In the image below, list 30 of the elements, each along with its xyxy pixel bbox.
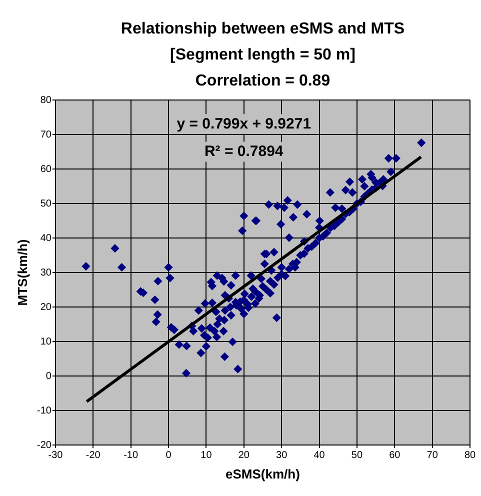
x-tick-label: -10 <box>124 450 138 461</box>
y-tick-label: 10 <box>40 336 52 348</box>
y-tick-label: 30 <box>40 267 52 278</box>
y-axis-title: MTS(km/h) <box>15 239 30 306</box>
chart-subtitle: [Segment length = 50 m] <box>170 46 356 64</box>
text: Correlation = 0.89 <box>195 72 330 90</box>
y-tick-label: 60 <box>40 164 52 175</box>
y-tick-label: -20 <box>37 440 52 451</box>
annotation: R² = 0.7894 <box>204 142 284 160</box>
x-tick-label: 20 <box>238 450 250 461</box>
x-tick-label: 70 <box>426 450 438 461</box>
x-tick-label: -20 <box>86 450 101 461</box>
x-tick-label: 30 <box>276 450 288 461</box>
x-tick-label: 60 <box>389 450 401 461</box>
annotation: y = 0.799x + 9.9271 <box>176 115 312 132</box>
x-tick-label: 50 <box>351 450 363 461</box>
chart-title: Relationship between eSMS and MTS <box>120 20 405 38</box>
y-tick-label: 70 <box>40 129 52 140</box>
y-tick-label: 40 <box>40 232 52 244</box>
y-tick-label: -10 <box>37 405 52 416</box>
x-tick-label: 40 <box>314 450 326 461</box>
y-tick-label: 50 <box>40 198 52 210</box>
x-tick-label: -30 <box>48 450 64 461</box>
x-tick-label: 10 <box>200 450 212 461</box>
x-tick-label: 0 <box>166 450 172 461</box>
x-axis-title: eSMS(km/h) <box>226 466 300 482</box>
y-tick-label: 20 <box>40 302 52 313</box>
x-tick-label: 80 <box>464 450 476 461</box>
y-tick-label: 80 <box>40 94 52 106</box>
y-tick-label: 0 <box>46 370 52 382</box>
